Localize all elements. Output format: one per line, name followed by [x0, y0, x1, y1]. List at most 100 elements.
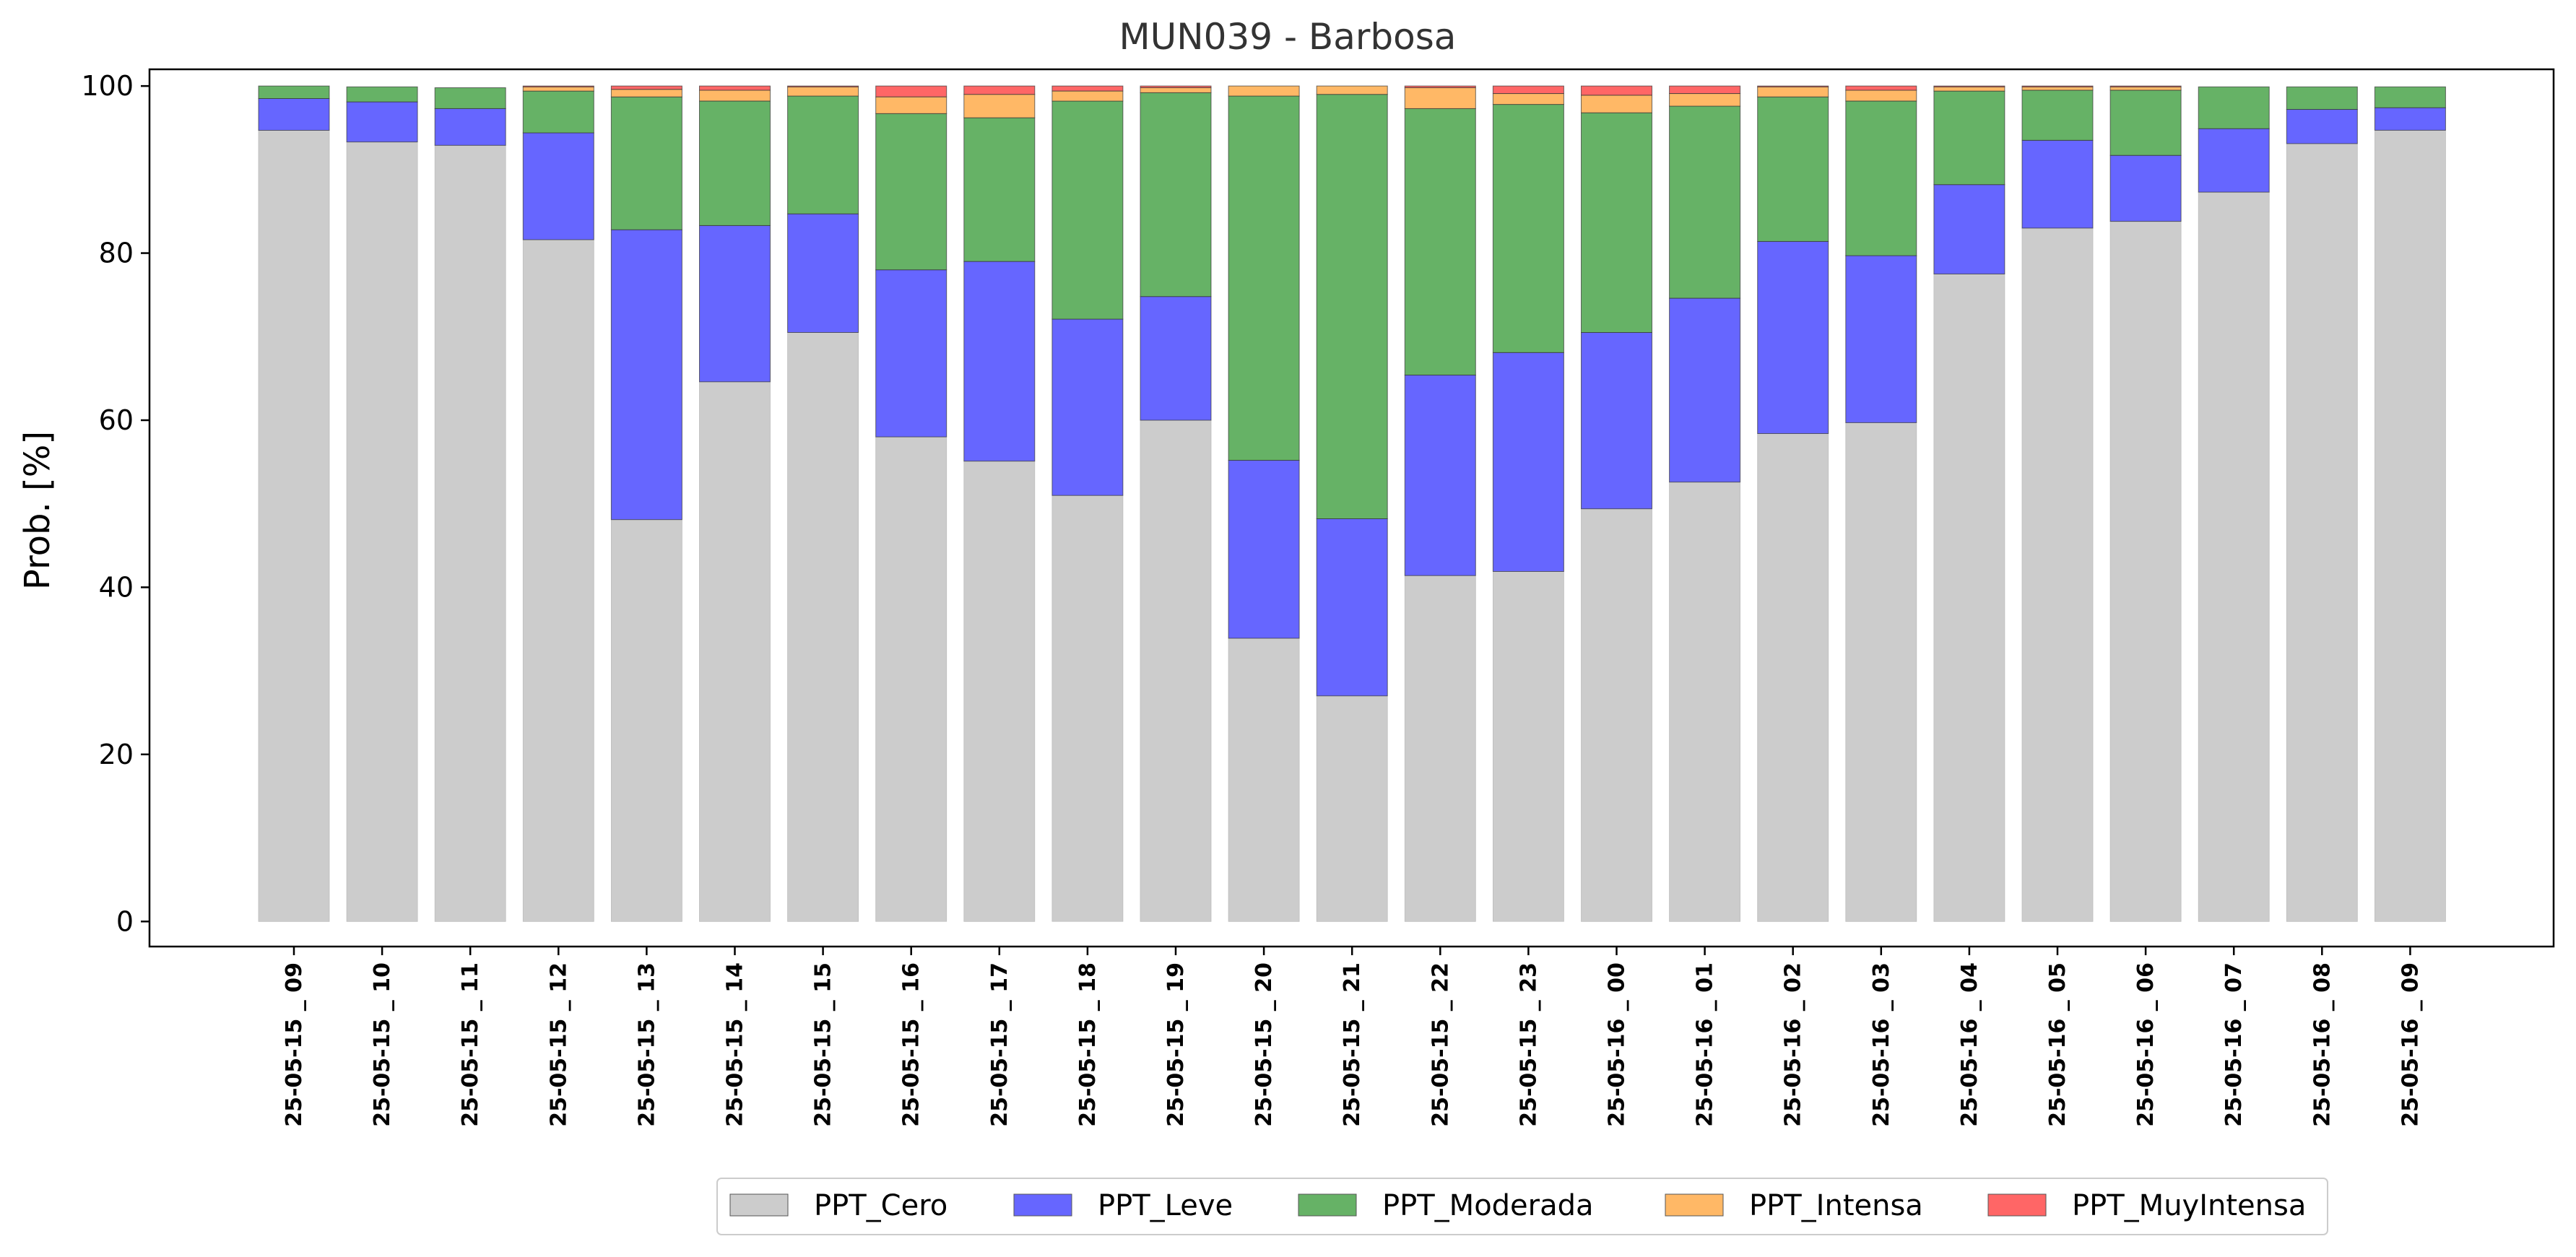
bar-segment-ppt_muyintensa-15 [1581, 85, 1652, 96]
bar-segment-ppt_leve-4 [610, 229, 682, 521]
bar-segment-ppt_leve-17 [1757, 240, 1829, 434]
bar-segment-ppt_cero-4 [611, 519, 682, 922]
bar-segment-ppt_leve-6 [787, 213, 859, 334]
bar-segment-ppt_leve-24 [2374, 107, 2446, 131]
bar-segment-ppt_cero-6 [787, 332, 859, 922]
y-tick-label-80: 80 [99, 238, 134, 269]
bar-segment-ppt_cero-21 [2109, 221, 2182, 922]
legend-label-ppt_muyintensa: PPT_MuyIntensa [2072, 1189, 2306, 1222]
bar-segment-ppt_moderada-19 [1933, 90, 2005, 186]
y-tick-label-40: 40 [99, 571, 134, 603]
bar-segment-ppt_cero-0 [258, 130, 330, 922]
bar-segment-ppt_leve-9 [1051, 318, 1124, 496]
bar-segment-ppt_leve-5 [699, 225, 771, 383]
bar-segment-ppt_moderada-10 [1140, 92, 1212, 297]
bar-segment-ppt_leve-15 [1581, 332, 1652, 510]
bar-segment-ppt_muyintensa-9 [1051, 85, 1124, 92]
bar-segment-ppt_leve-14 [1492, 352, 1564, 572]
bar-segment-ppt_intensa-3 [522, 86, 594, 92]
bar-segment-ppt_muyintensa-16 [1669, 85, 1741, 94]
bar-segment-ppt_cero-14 [1492, 571, 1564, 922]
legend-label-ppt_leve: PPT_Leve [1098, 1189, 1233, 1222]
bar-segment-ppt_moderada-5 [699, 100, 771, 226]
bars-group [258, 85, 2446, 922]
legend-swatch-ppt_moderada [1298, 1193, 1357, 1217]
bar-segment-ppt_cero-8 [963, 461, 1036, 922]
bar-segment-ppt_cero-2 [434, 144, 506, 922]
bar-segment-ppt_moderada-20 [2021, 90, 2094, 141]
x-tick-label-14: 25-05-15 _ 23 [1516, 962, 1541, 1127]
bar-segment-ppt_cero-24 [2374, 130, 2446, 922]
y-tick-label-100: 100 [81, 70, 134, 102]
y-axis-ticks: 0 20 40 60 80 100 [81, 70, 149, 937]
x-tick-label-23: 25-05-16 _ 08 [2310, 962, 2335, 1127]
bar-segment-ppt_moderada-6 [787, 95, 859, 214]
bar-segment-ppt_leve-11 [1228, 460, 1300, 639]
bar-segment-ppt_intensa-21 [2109, 86, 2182, 91]
x-tick-label-5: 25-05-15 _ 14 [723, 962, 748, 1127]
bar-segment-ppt_moderada-15 [1581, 112, 1652, 333]
x-tick-label-21: 25-05-16 _ 06 [2133, 962, 2159, 1127]
legend-swatch-ppt_muyintensa [1987, 1193, 2047, 1217]
bar-segment-ppt_intensa-19 [1933, 86, 2005, 92]
x-tick-label-12: 25-05-15 _ 21 [1340, 962, 1365, 1127]
bar-segment-ppt_cero-1 [346, 142, 418, 922]
x-tick-label-11: 25-05-15 _ 20 [1252, 962, 1277, 1127]
bar-segment-ppt_moderada-14 [1492, 104, 1564, 353]
bar-segment-ppt_muyintensa-19 [1933, 85, 2005, 87]
bar-segment-ppt_leve-16 [1669, 297, 1741, 483]
x-tick-label-19: 25-05-16 _ 04 [1957, 962, 1982, 1127]
bar-segment-ppt_leve-23 [2286, 109, 2358, 144]
bar-segment-ppt_muyintensa-18 [1845, 85, 1917, 91]
bar-segment-ppt_muyintensa-8 [963, 85, 1036, 95]
bar-segment-ppt_cero-13 [1404, 575, 1476, 922]
bar-segment-ppt_moderada-2 [434, 87, 506, 109]
bar-segment-ppt_leve-13 [1404, 375, 1476, 576]
bar-segment-ppt_muyintensa-17 [1757, 85, 1829, 87]
legend-label-ppt_moderada: PPT_Moderada [1382, 1189, 1594, 1222]
x-tick-label-3: 25-05-15 _ 12 [546, 962, 571, 1127]
bar-segment-ppt_moderada-12 [1316, 94, 1388, 519]
legend-swatch-ppt_cero [729, 1193, 789, 1217]
x-tick-label-8: 25-05-15 _ 17 [987, 962, 1012, 1127]
bar-segment-ppt_intensa-13 [1404, 87, 1476, 109]
bar-segment-ppt_leve-7 [875, 269, 947, 438]
x-tick-label-9: 25-05-15 _ 18 [1075, 962, 1101, 1127]
x-tick-label-17: 25-05-16 _ 02 [1781, 962, 1806, 1127]
legend-swatch-ppt_intensa [1665, 1193, 1724, 1217]
bar-segment-ppt_cero-3 [522, 239, 594, 922]
bar-segment-ppt_muyintensa-4 [610, 85, 682, 90]
legend-frame [716, 1178, 2328, 1235]
x-tick-label-15: 25-05-16 _ 00 [1605, 962, 1630, 1127]
bar-segment-ppt_cero-12 [1316, 695, 1388, 922]
x-axis-ticks: 25-05-15 _ 09 25-05-15 _ 10 25-05-15 _ 11 2… [282, 947, 2423, 1127]
x-tick-label-18: 25-05-16 _ 03 [1869, 962, 1894, 1127]
bar-segment-ppt_moderada-0 [258, 85, 330, 99]
bar-segment-ppt_cero-19 [1933, 274, 2005, 922]
bar-segment-ppt_muyintensa-10 [1140, 85, 1212, 88]
bar-segment-ppt_intensa-7 [875, 96, 947, 114]
legend-label-ppt_intensa: PPT_Intensa [1749, 1189, 1923, 1222]
bar-segment-ppt_cero-22 [2198, 191, 2270, 922]
bar-segment-ppt_cero-20 [2021, 227, 2094, 922]
bar-segment-ppt_leve-19 [1933, 184, 2005, 274]
bar-segment-ppt_leve-21 [2109, 155, 2182, 222]
bar-segment-ppt_cero-9 [1051, 495, 1124, 922]
bar-segment-ppt_leve-12 [1316, 518, 1388, 697]
y-axis-label: Prob. [%] [17, 431, 58, 590]
bar-segment-ppt_moderada-3 [522, 90, 594, 134]
bar-segment-ppt_leve-0 [258, 98, 330, 131]
bar-segment-ppt_intensa-12 [1316, 85, 1388, 95]
x-tick-label-7: 25-05-15 _ 16 [899, 962, 924, 1127]
x-tick-label-1: 25-05-15 _ 10 [370, 962, 395, 1127]
bar-segment-ppt_moderada-9 [1051, 100, 1124, 320]
bar-segment-ppt_muyintensa-21 [2109, 85, 2182, 87]
bar-segment-ppt_moderada-7 [875, 113, 947, 271]
bar-segment-ppt_cero-17 [1757, 433, 1829, 922]
y-tick-label-20: 20 [99, 739, 134, 770]
chart-title: MUN039 - Barbosa [1119, 16, 1457, 58]
bar-segment-ppt_leve-10 [1140, 296, 1212, 421]
bar-segment-ppt_moderada-1 [346, 86, 418, 103]
bar-segment-ppt_cero-16 [1669, 482, 1741, 922]
